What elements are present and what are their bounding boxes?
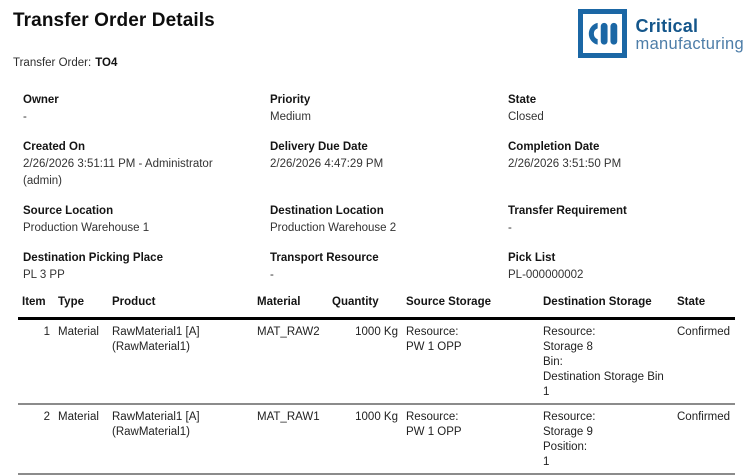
column-header-destination-storage: Destination Storage bbox=[543, 296, 652, 308]
field-label: Owner bbox=[23, 94, 59, 106]
cell-product: RawMaterial1 [A] (RawMaterial1) bbox=[108, 319, 253, 405]
field-value: 2/26/2026 3:51:50 PM bbox=[508, 158, 622, 170]
field-value: - bbox=[270, 269, 274, 281]
transfer-order-report: Transfer Order Details Critical manufact… bbox=[13, 9, 744, 474]
cell-material: MAT_RAW2 bbox=[253, 319, 328, 405]
field-label: Destination Location bbox=[270, 205, 384, 217]
cell-material: MAT_RAW1 bbox=[253, 404, 328, 474]
cell-item: 1 bbox=[18, 319, 54, 405]
table-row: 2 Material RawMaterial1 [A] (RawMaterial… bbox=[18, 404, 735, 474]
field-label: State bbox=[508, 94, 537, 106]
field-label: Completion Date bbox=[508, 141, 600, 153]
state-value: Confirmed bbox=[677, 326, 731, 338]
field-priority: Priority Medium bbox=[270, 92, 508, 126]
field-label: Destination Picking Place bbox=[23, 252, 163, 264]
cell-source-storage: Resource: PW 1 OPP bbox=[402, 319, 539, 405]
cell-source-storage: Resource: PW 1 OPP bbox=[402, 404, 539, 474]
brand-name-secondary: manufacturing bbox=[635, 34, 744, 53]
field-value: PL 3 PP bbox=[23, 269, 65, 281]
cell-quantity: 1000 Kg bbox=[328, 319, 402, 405]
column-header-state: State bbox=[677, 296, 706, 308]
table-header-row: Item Type Product Material Quantity Sour… bbox=[18, 290, 735, 319]
field-destination-location: Destination Location Production Warehous… bbox=[270, 203, 508, 237]
field-label: Created On bbox=[23, 141, 85, 153]
cell-destination-storage: Resource: Storage 9 Position: 1 bbox=[539, 404, 673, 474]
company-logo: Critical manufacturing bbox=[577, 9, 744, 58]
item-number: 1 bbox=[43, 326, 50, 338]
field-destination-picking-place: Destination Picking Place PL 3 PP bbox=[23, 250, 270, 284]
field-value: Production Warehouse 1 bbox=[23, 222, 150, 234]
quantity-value: 1000 Kg bbox=[355, 411, 398, 423]
field-value: Closed bbox=[508, 111, 544, 123]
column-header-type: Type bbox=[58, 296, 84, 308]
product-value: RawMaterial1 [A] (RawMaterial1) bbox=[112, 326, 200, 353]
cell-type: Material bbox=[54, 404, 108, 474]
cell-state: Confirmed bbox=[673, 404, 735, 474]
field-delivery-due-date: Delivery Due Date 2/26/2026 4:47:29 PM bbox=[270, 139, 508, 190]
source-storage-value: Resource: PW 1 OPP bbox=[406, 411, 462, 438]
state-value: Confirmed bbox=[677, 411, 731, 423]
field-transfer-requirement: Transfer Requirement - bbox=[508, 203, 735, 237]
field-label: Source Location bbox=[23, 205, 114, 217]
transfer-order-value: TO4 bbox=[95, 57, 118, 69]
item-number: 2 bbox=[43, 411, 50, 423]
field-value: Production Warehouse 2 bbox=[270, 222, 397, 234]
field-value: - bbox=[508, 222, 512, 234]
table-row: 1 Material RawMaterial1 [A] (RawMaterial… bbox=[18, 319, 735, 405]
field-label: Priority bbox=[270, 94, 311, 106]
field-value: 2/26/2026 4:47:29 PM bbox=[270, 158, 384, 170]
field-state: State Closed bbox=[508, 92, 735, 126]
page-title: Transfer Order Details bbox=[13, 10, 215, 31]
field-label: Transport Resource bbox=[270, 252, 379, 264]
destination-storage-value: Resource: Storage 8 Bin: Destination Sto… bbox=[543, 326, 664, 398]
type-value: Material bbox=[58, 326, 99, 338]
destination-storage-value: Resource: Storage 9 Position: 1 bbox=[543, 411, 596, 468]
transfer-order-identifier: Transfer Order: TO4 bbox=[13, 57, 117, 69]
field-transport-resource: Transport Resource - bbox=[270, 250, 508, 284]
field-value: Medium bbox=[270, 111, 311, 123]
cell-state: Confirmed bbox=[673, 319, 735, 405]
transfer-order-label: Transfer Order: bbox=[13, 57, 92, 69]
field-label: Transfer Requirement bbox=[508, 205, 627, 217]
transfer-order-items-table: Item Type Product Material Quantity Sour… bbox=[18, 290, 735, 475]
field-created-on: Created On 2/26/2026 3:51:11 PM - Admini… bbox=[23, 139, 270, 190]
field-label: Pick List bbox=[508, 252, 556, 264]
column-header-quantity: Quantity bbox=[332, 296, 379, 308]
field-value: PL-000000002 bbox=[508, 269, 584, 281]
field-pick-list: Pick List PL-000000002 bbox=[508, 250, 735, 284]
column-header-item: Item bbox=[22, 296, 46, 308]
brand-name-primary: Critical bbox=[635, 15, 699, 36]
material-value: MAT_RAW1 bbox=[257, 411, 320, 423]
field-completion-date: Completion Date 2/26/2026 3:51:50 PM bbox=[508, 139, 735, 190]
source-storage-value: Resource: PW 1 OPP bbox=[406, 326, 462, 353]
cell-destination-storage: Resource: Storage 8 Bin: Destination Sto… bbox=[539, 319, 673, 405]
field-value: - bbox=[23, 111, 27, 123]
field-label: Delivery Due Date bbox=[270, 141, 368, 153]
detail-fields-grid: Owner - Priority Medium State Closed Cre… bbox=[23, 92, 735, 297]
material-value: MAT_RAW2 bbox=[257, 326, 320, 338]
company-logo-text: Critical manufacturing bbox=[636, 15, 744, 53]
field-source-location: Source Location Production Warehouse 1 bbox=[23, 203, 270, 237]
type-value: Material bbox=[58, 411, 99, 423]
cell-type: Material bbox=[54, 319, 108, 405]
critical-manufacturing-logo-icon bbox=[577, 9, 627, 58]
column-header-source-storage: Source Storage bbox=[406, 296, 491, 308]
product-value: RawMaterial1 [A] (RawMaterial1) bbox=[112, 411, 200, 438]
column-header-product: Product bbox=[112, 296, 156, 308]
cell-product: RawMaterial1 [A] (RawMaterial1) bbox=[108, 404, 253, 474]
quantity-value: 1000 Kg bbox=[355, 326, 398, 338]
field-value: 2/26/2026 3:51:11 PM - Administrator (ad… bbox=[23, 158, 213, 187]
field-owner: Owner - bbox=[23, 92, 270, 126]
column-header-material: Material bbox=[257, 296, 301, 308]
cell-quantity: 1000 Kg bbox=[328, 404, 402, 474]
cell-item: 2 bbox=[18, 404, 54, 474]
